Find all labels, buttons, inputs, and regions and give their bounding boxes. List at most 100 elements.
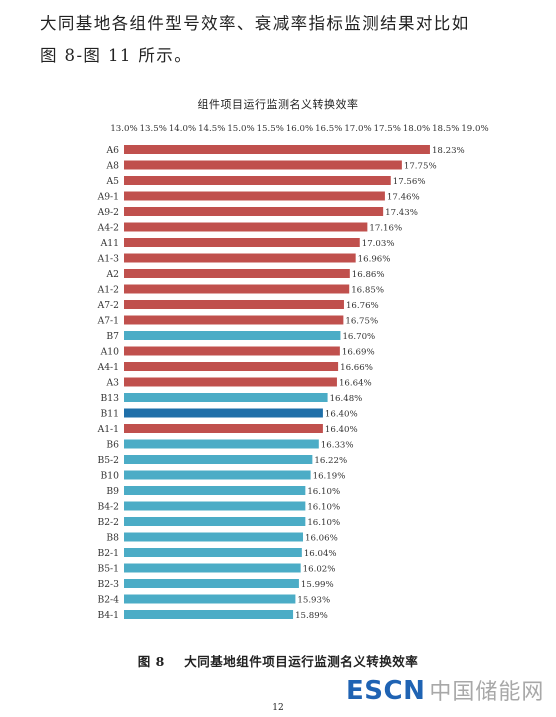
category-label: B4-1 xyxy=(97,610,119,621)
value-label: 16.06% xyxy=(305,534,338,544)
value-label: 16.69% xyxy=(342,348,375,358)
value-label: 16.76% xyxy=(346,301,379,311)
chart-title: 组件项目运行监测名义转换效率 xyxy=(197,98,359,111)
x-tick-label: 17.5% xyxy=(374,124,401,134)
value-label: 17.03% xyxy=(362,239,395,249)
x-tick-label: 19.0% xyxy=(461,124,488,134)
bar xyxy=(124,486,306,495)
value-label: 17.56% xyxy=(393,177,426,187)
value-label: 16.64% xyxy=(339,379,372,389)
bar xyxy=(124,191,385,201)
category-label: A1-3 xyxy=(97,254,120,265)
bar xyxy=(124,238,360,247)
intro-line-1: 大同基地各组件型号效率、衰减率指标监测结果对比如 xyxy=(40,14,470,33)
value-label: 16.04% xyxy=(304,549,337,559)
bar xyxy=(124,408,323,418)
category-label: B9 xyxy=(106,486,119,497)
watermark-logo: ESCN 中国储能网 xyxy=(346,674,544,706)
category-label: A11 xyxy=(100,238,119,249)
bar xyxy=(124,331,341,340)
value-label: 16.10% xyxy=(307,503,340,513)
x-tick-label: 16.5% xyxy=(315,124,342,134)
category-label: B5-2 xyxy=(97,455,119,466)
value-label: 16.40% xyxy=(325,410,358,420)
bar xyxy=(124,532,304,542)
category-label: B8 xyxy=(106,533,119,544)
intro-paragraph: 大同基地各组件型号效率、衰减率指标监测结果对比如 图 8-图 11 所示。 xyxy=(40,8,520,72)
bar xyxy=(124,284,350,294)
bar xyxy=(124,315,344,325)
category-label: B6 xyxy=(106,440,119,451)
category-label: B7 xyxy=(106,331,119,342)
value-label: 16.70% xyxy=(342,332,375,342)
category-label: B10 xyxy=(101,471,120,482)
category-label: B13 xyxy=(101,393,120,404)
bar xyxy=(124,269,350,278)
value-label: 16.86% xyxy=(352,270,385,280)
intro-line-2: 图 8-图 11 所示。 xyxy=(40,46,193,65)
category-label: A5 xyxy=(106,176,120,187)
value-labels: 18.23% 17.75% 17.56% 17.46% 17.43% 17.16% 17.0… xyxy=(295,146,465,621)
value-label: 16.10% xyxy=(307,518,340,528)
x-tick-label: 13.0% xyxy=(110,124,137,134)
bar xyxy=(124,501,306,511)
category-label: A10 xyxy=(100,347,119,358)
category-label: A8 xyxy=(106,161,120,172)
category-label: A3 xyxy=(106,378,120,389)
category-label: B2-4 xyxy=(97,595,119,606)
value-label: 17.16% xyxy=(369,224,402,234)
bar xyxy=(124,377,337,387)
caption-text: 大同基地组件项目运行监测名义转换效率 xyxy=(184,654,419,669)
bar xyxy=(124,346,340,356)
bar xyxy=(124,439,319,449)
bar xyxy=(124,253,356,263)
figure-caption: 图 8 大同基地组件项目运行监测名义转换效率 xyxy=(0,651,556,670)
bar xyxy=(124,145,430,154)
value-label: 18.23% xyxy=(432,146,465,156)
x-tick-label: 14.0% xyxy=(169,124,196,134)
value-label: 16.85% xyxy=(351,286,384,296)
bar xyxy=(124,160,402,170)
value-label: 16.66% xyxy=(340,363,373,373)
value-label: 16.75% xyxy=(345,317,378,327)
x-tick-label: 13.5% xyxy=(140,124,167,134)
bar xyxy=(124,610,294,619)
value-label: 16.02% xyxy=(303,565,336,575)
category-label: A9-2 xyxy=(97,207,119,218)
x-tick-label: 18.5% xyxy=(432,124,459,134)
category-label: A7-1 xyxy=(97,316,119,327)
watermark-site: 中国储能网 xyxy=(429,680,545,705)
bar xyxy=(124,563,301,573)
bar xyxy=(124,548,302,557)
x-axis-ticks: 13.0% 13.5% 14.0% 14.5% 15.0% 15.5% 16.0% 16.5%… xyxy=(110,124,488,134)
category-label: B4-2 xyxy=(97,502,119,513)
x-tick-label: 17.0% xyxy=(344,124,371,134)
category-label: A4-2 xyxy=(97,223,119,234)
x-tick-label: 16.0% xyxy=(286,124,313,134)
bar xyxy=(124,455,313,464)
watermark-brand: ESCN xyxy=(346,676,426,706)
value-label: 15.99% xyxy=(301,580,334,590)
category-label: A1-1 xyxy=(97,424,119,435)
value-label: 17.46% xyxy=(387,193,420,203)
value-label: 15.93% xyxy=(297,596,330,606)
bars-group xyxy=(124,145,430,619)
category-label: A6 xyxy=(106,145,120,156)
x-tick-label: 15.0% xyxy=(227,124,254,134)
value-label: 16.96% xyxy=(358,255,391,265)
category-label: B2-2 xyxy=(97,517,119,528)
x-tick-label: 18.0% xyxy=(403,124,430,134)
x-tick-label: 14.5% xyxy=(198,124,225,134)
category-label: B5-1 xyxy=(97,564,119,575)
bar xyxy=(124,470,311,480)
category-labels: A6 A8 A5 A9-1 A9-2 A4-2 A11 A1-3 A2 A1-2 A7-2 A7-1 B… xyxy=(97,145,120,621)
category-label: A1-2 xyxy=(97,285,119,296)
value-label: 17.43% xyxy=(385,208,418,218)
value-label: 15.89% xyxy=(295,611,328,621)
category-label: B2-3 xyxy=(97,579,119,590)
bar xyxy=(124,393,328,402)
value-label: 16.22% xyxy=(314,456,347,466)
value-label: 16.19% xyxy=(313,472,346,482)
bar xyxy=(124,517,306,526)
bar xyxy=(124,300,344,309)
